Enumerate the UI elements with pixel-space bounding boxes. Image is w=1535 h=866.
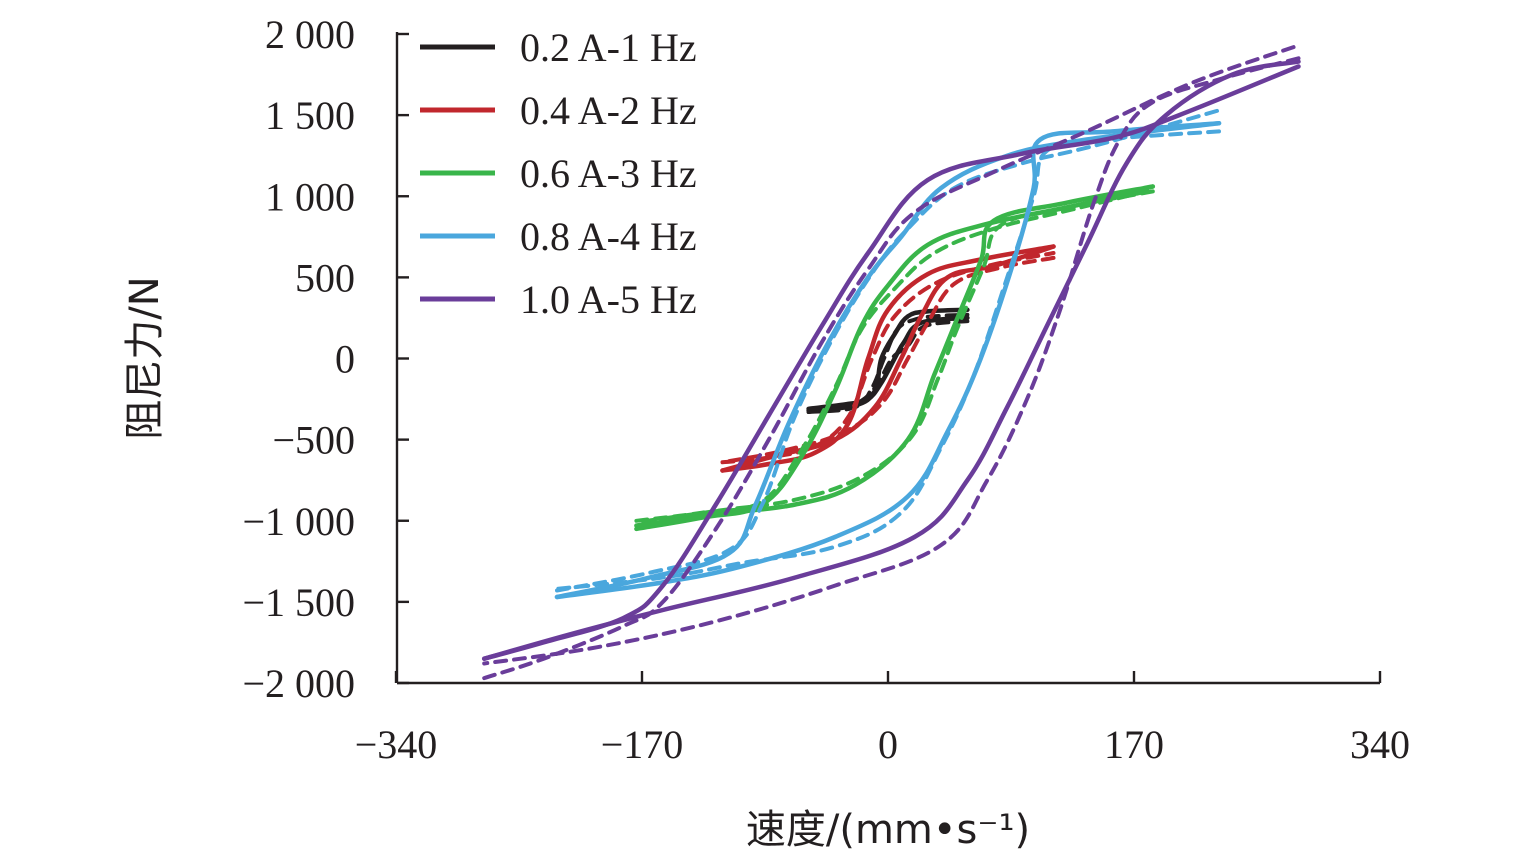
y-tick-label: −500 (272, 418, 355, 463)
series-2-measured-lower-branch (634, 184, 1156, 528)
series-1 (720, 244, 1056, 473)
series-4-simulated-lower-branch (482, 56, 1301, 666)
x-tick-label: −340 (355, 722, 438, 767)
y-tick-label: 500 (295, 255, 355, 300)
legend-label: 1.0 A-5 Hz (520, 277, 697, 322)
x-tick-label: −170 (601, 722, 684, 767)
x-tick-label: 170 (1104, 722, 1164, 767)
y-tick-label: −2 000 (242, 661, 355, 706)
x-axis-title: 速度/(mm•s⁻¹) (746, 807, 1030, 853)
series-4-simulated-upper-branch (482, 43, 1301, 681)
series-1-simulated-lower-branch (720, 255, 1056, 465)
series-2-simulated-lower-branch (634, 189, 1155, 525)
series-4 (481, 43, 1301, 681)
y-axis-title: 阻尼力/N (122, 276, 168, 439)
legend-label: 0.6 A-3 Hz (520, 151, 697, 196)
y-tick-label: −1 000 (242, 499, 355, 544)
series-4-measured-upper-branch (481, 64, 1301, 661)
axes: 2 000 1 500 1 000 500 0 −500 −1 000 −1 500 −2 00… (242, 12, 1410, 767)
legend-label: 0.4 A-2 Hz (520, 88, 697, 133)
legend-label: 0.8 A-4 Hz (520, 214, 697, 259)
series-4-measured-lower-branch (481, 59, 1301, 661)
legend-label: 0.2 A-1 Hz (520, 25, 697, 70)
y-tick-label: 1 500 (265, 93, 355, 138)
y-tick-label: 1 000 (265, 174, 355, 219)
y-tick-label: −1 500 (242, 580, 355, 625)
y-tick-label: 0 (335, 337, 355, 382)
series-3-measured-lower-branch (554, 120, 1222, 600)
legend: 0.2 A-1 Hz 0.4 A-2 Hz 0.6 A-3 Hz 0.8 A-4 Hz… (420, 25, 697, 322)
series-1-measured-upper-branch (720, 244, 1056, 473)
x-tick-label: 340 (1350, 722, 1410, 767)
series-1-measured-lower-branch (720, 244, 1056, 473)
x-tick-label: 0 (878, 722, 898, 767)
y-tick-label: 2 000 (265, 12, 355, 57)
plot-area (481, 43, 1301, 681)
